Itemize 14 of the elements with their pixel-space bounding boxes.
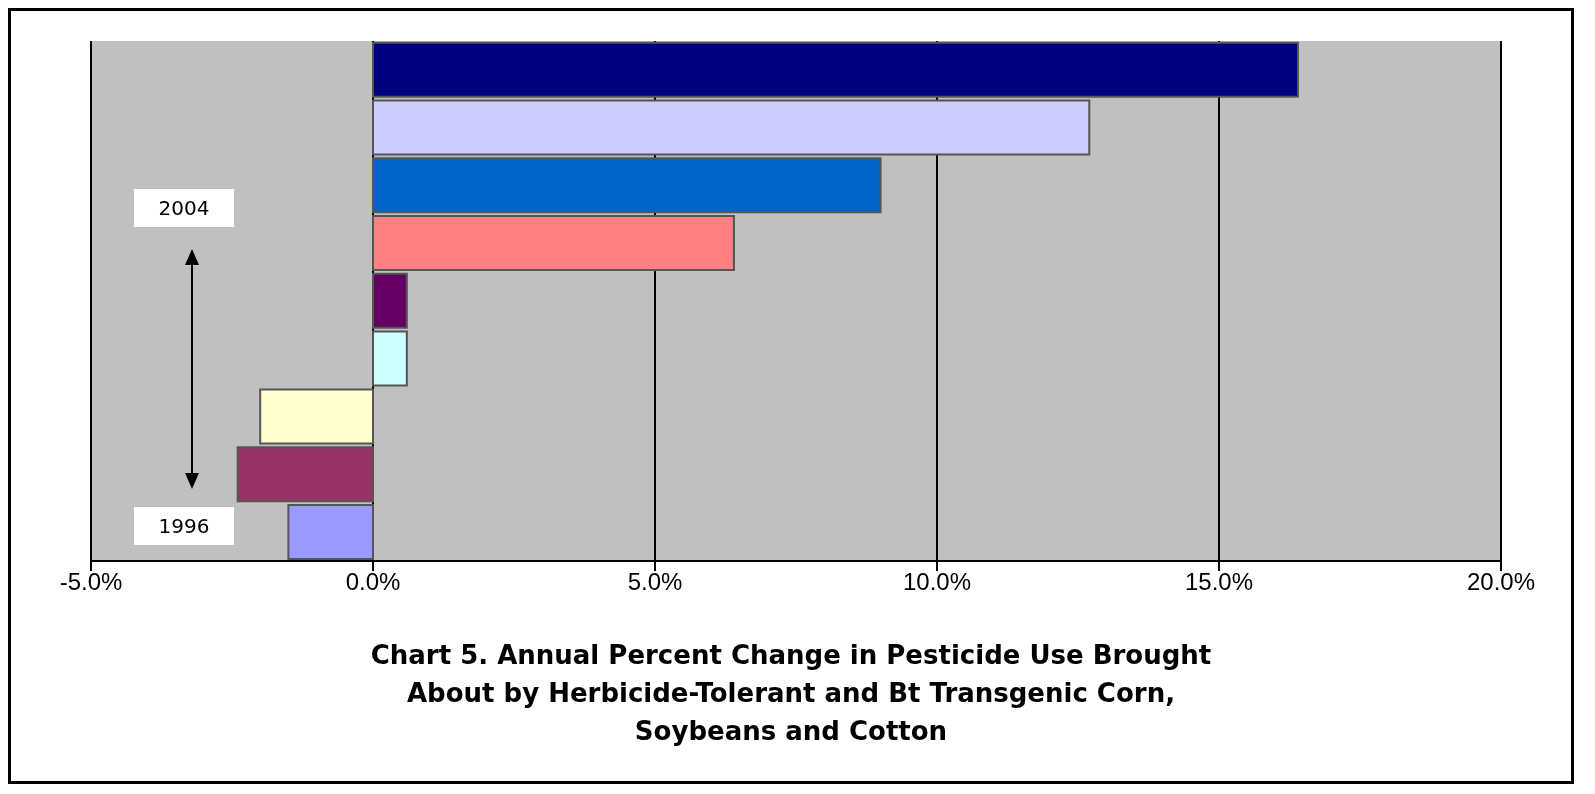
x-tick-label: 5.0% (627, 568, 683, 596)
annotation: 2004 (134, 189, 234, 227)
x-tick-label: 10.0% (902, 568, 972, 596)
bar (287, 503, 374, 560)
bar (372, 41, 1299, 98)
x-tick-label: 0.0% (345, 568, 401, 596)
x-tick-label: -5.0% (59, 568, 123, 596)
bar (236, 446, 374, 503)
text: Chart 5. Annual Percent Change in Pesticide Use Brought About by Herbicide-Tolerant and Bt Transgenic Corn, Soybeans and Cotton (369, 639, 1213, 748)
x-tick-label: 15.0% (1184, 568, 1254, 596)
bar (372, 215, 735, 272)
annotation: 1996 (134, 507, 234, 545)
x-tick-label: 20.0% (1466, 568, 1536, 596)
bar (372, 272, 408, 329)
